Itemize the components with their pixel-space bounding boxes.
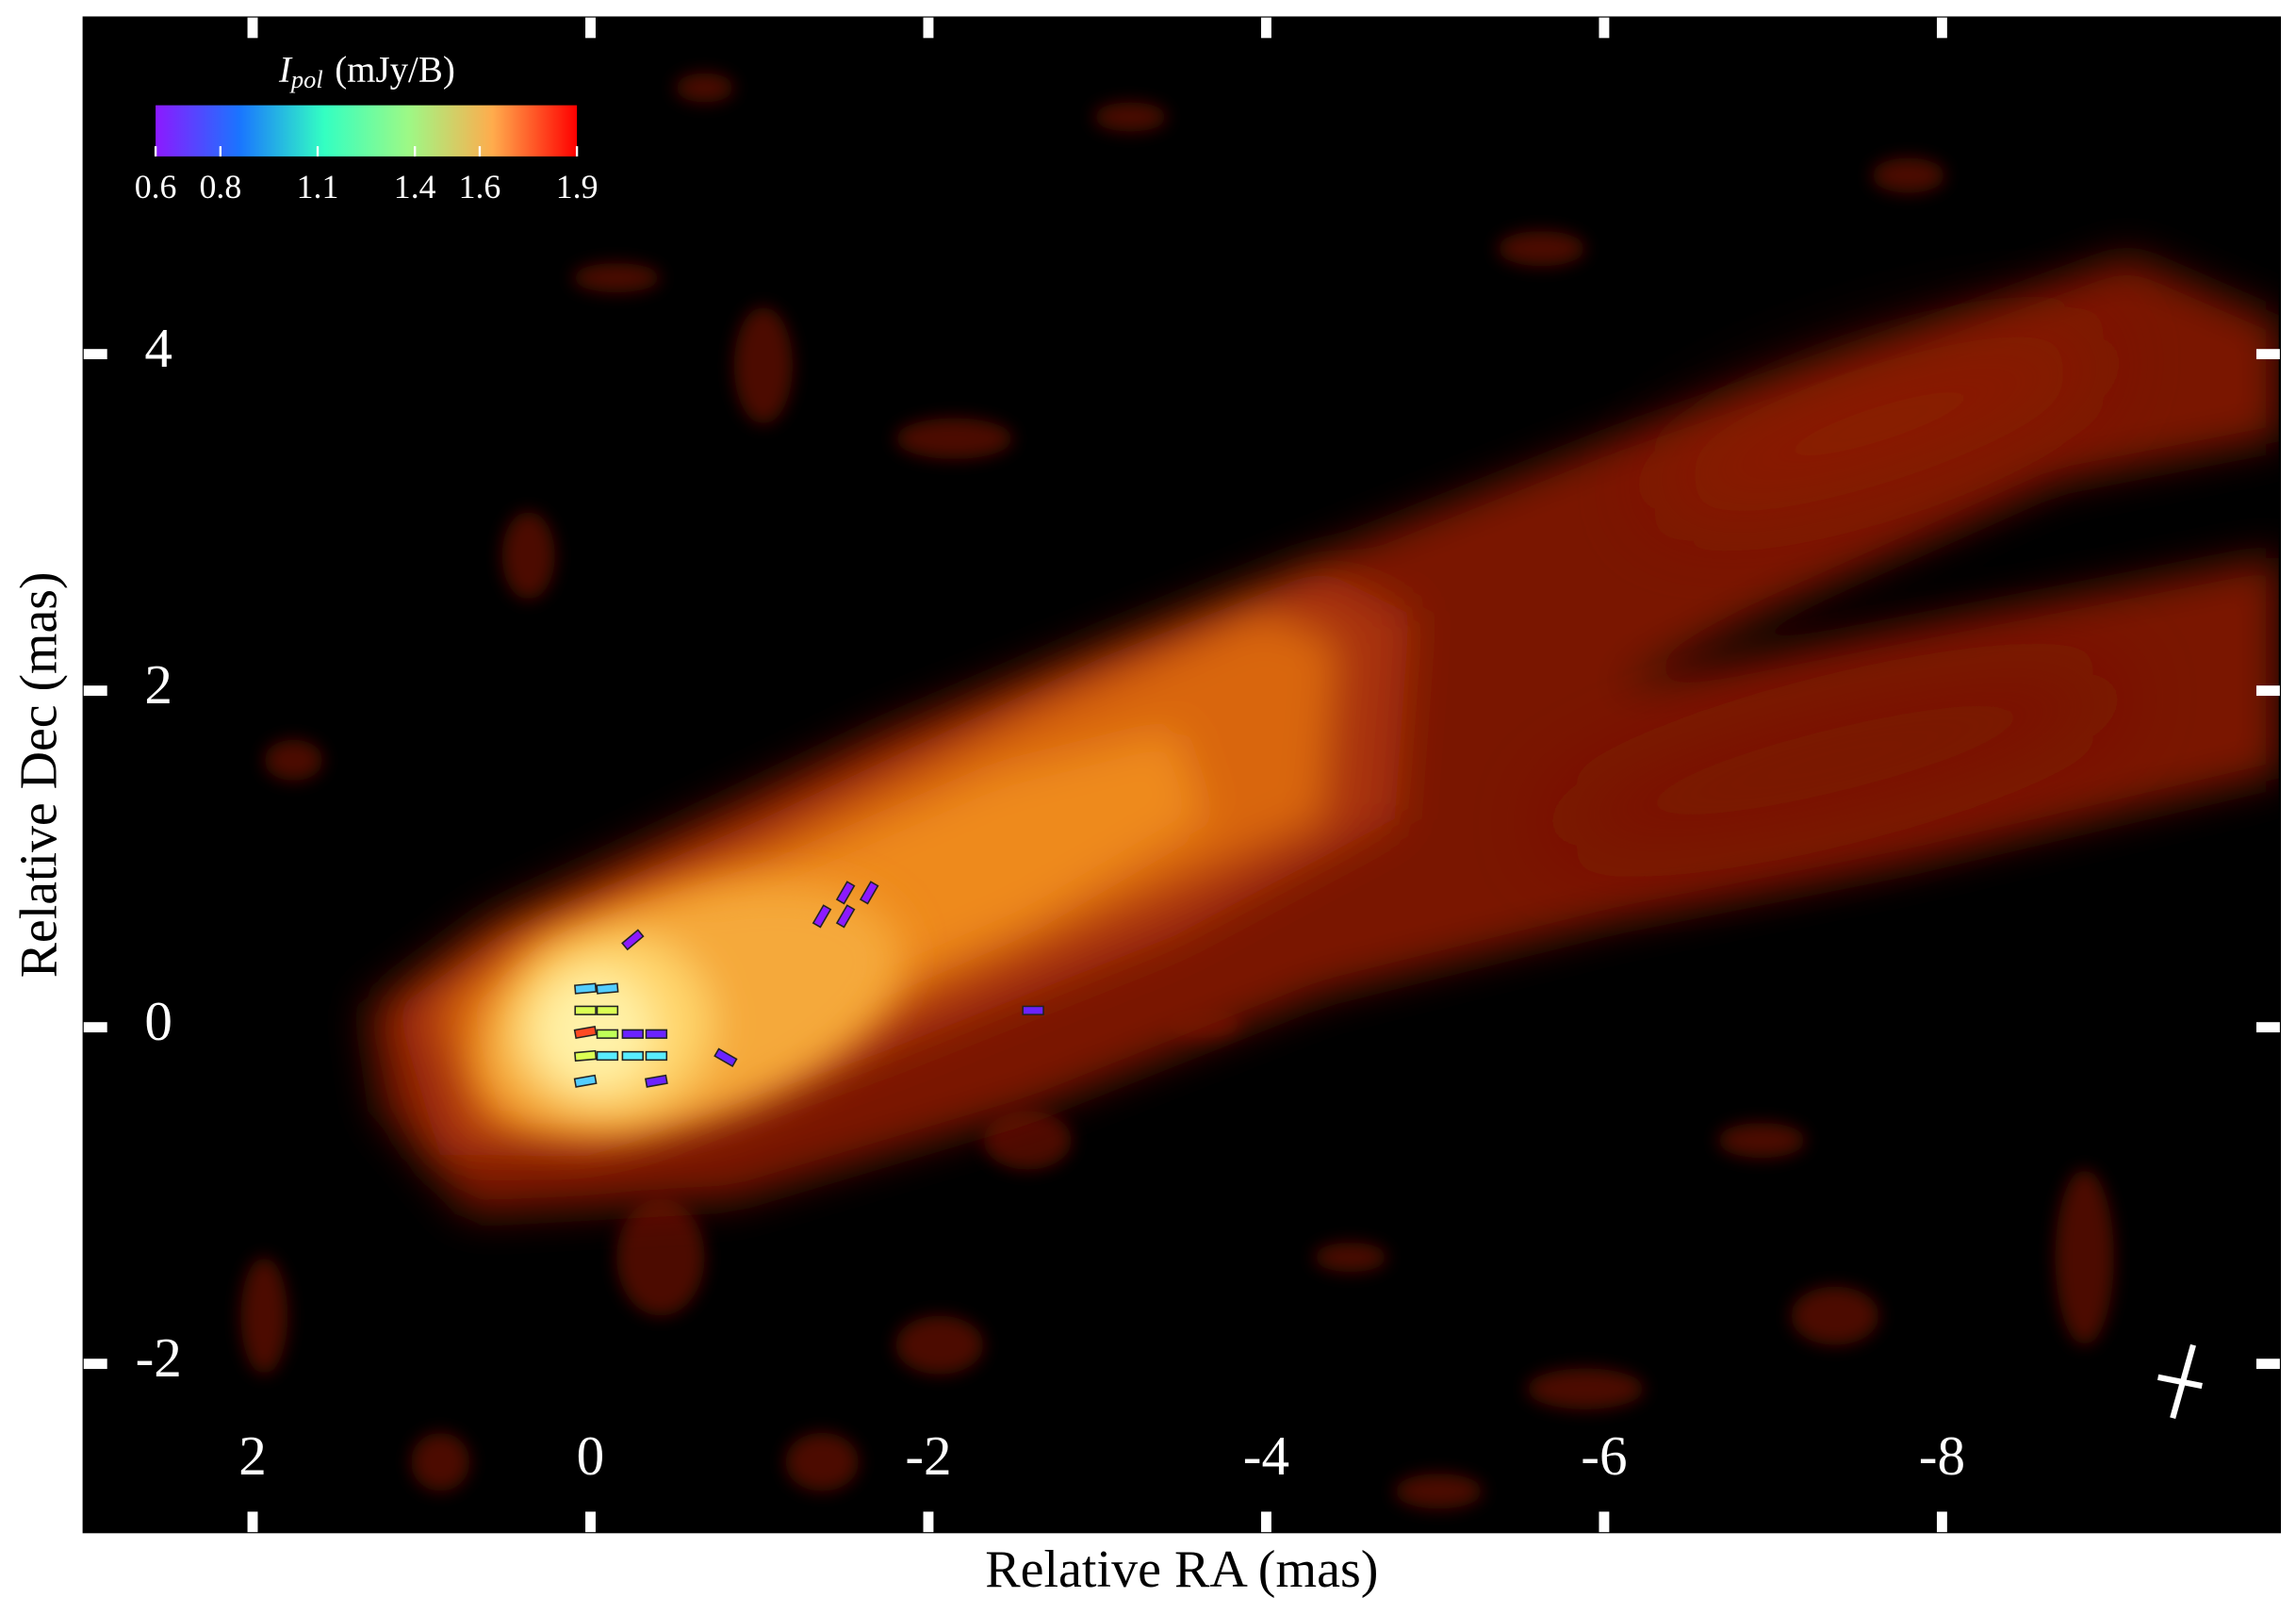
colorbar-tick-label: 0.6 — [135, 168, 177, 206]
image — [83, 17, 2280, 1533]
y-tick-mark — [2255, 685, 2280, 697]
evpa-vector — [1022, 1005, 1044, 1015]
y-tick-label: 0 — [144, 990, 172, 1052]
evpa-vector — [573, 1074, 598, 1088]
x-tick-label: -8 — [1919, 1425, 1965, 1487]
x-tick-label: -6 — [1581, 1425, 1627, 1487]
evpa-vector — [812, 904, 832, 929]
evpa-vector — [645, 1050, 668, 1062]
x-tick-mark — [923, 17, 934, 39]
x-tick-mark — [1260, 17, 1271, 39]
colorbar-tick-label: 1.9 — [556, 168, 599, 206]
colorbar-gradient — [156, 105, 578, 156]
x-tick-mark — [1936, 17, 1947, 39]
evpa-vector — [596, 1029, 619, 1039]
evpa-vector — [574, 1049, 598, 1062]
x-tick-mark — [585, 17, 596, 39]
evpa-vector — [596, 1005, 619, 1015]
evpa-vector — [573, 1025, 598, 1040]
axes: 2 0 -2 -4 -6 -8 -2 0 2 4 — [83, 17, 2280, 1533]
x-tick-mark — [247, 17, 258, 39]
colorbar-symbol: I — [278, 50, 293, 91]
evpa-vector — [835, 904, 856, 929]
x-tick-mark — [1260, 1511, 1271, 1533]
x-tick-label: 2 — [238, 1425, 267, 1487]
evpa-vector — [621, 1050, 644, 1062]
y-tick-mark — [83, 1359, 107, 1370]
y-tick-mark — [2255, 349, 2280, 360]
evpa-vector — [621, 929, 645, 951]
x-tick-label: 0 — [577, 1425, 605, 1487]
x-tick-mark — [923, 1511, 934, 1533]
x-tick-mark — [1936, 1511, 1947, 1533]
colorbar-label: Ipol (mJy/B) — [278, 50, 455, 93]
evpa-vector — [621, 1029, 644, 1039]
evpa-vector — [574, 1005, 597, 1015]
colorbar-unit: (mJy/B) — [335, 50, 455, 91]
y-tick-mark — [83, 1022, 107, 1033]
colorbar-tick-label: 0.8 — [199, 168, 241, 206]
x-tick-mark — [585, 1511, 596, 1533]
evpa-vector — [596, 1050, 619, 1062]
colorbar-tick-label: 1.1 — [297, 168, 339, 206]
colorbar-tick-label: 1.4 — [394, 168, 436, 206]
plot-frame — [82, 16, 2282, 1534]
x-axis-label: Relative RA (mas) — [985, 1540, 1378, 1599]
evpa-vector — [859, 881, 879, 905]
noise — [240, 73, 2114, 1509]
colorbar-tick-label: 1.6 — [459, 168, 501, 206]
evpa-vector — [713, 1047, 738, 1068]
evpa-vector — [574, 982, 598, 995]
jet-glow — [1550, 332, 2121, 851]
y-tick-mark — [83, 685, 107, 697]
colorbar: Ipol (mJy/B) 0.6 0.8 1.1 1.4 1.6 1.9 — [135, 50, 599, 206]
x-tick-mark — [1599, 17, 1610, 39]
y-tick-label: 2 — [144, 653, 172, 716]
evpa-vector — [835, 881, 856, 905]
polarization-vectors — [573, 881, 1044, 1088]
x-tick-label: -4 — [1243, 1425, 1289, 1487]
y-tick-mark — [2255, 1359, 2280, 1370]
y-tick-mark — [83, 349, 107, 360]
x-tick-mark — [247, 1511, 258, 1533]
evpa-vector — [596, 982, 619, 995]
x-tick-mark — [1599, 1511, 1610, 1533]
x-tick-label: -2 — [905, 1425, 951, 1487]
y-tick-label: 4 — [144, 317, 172, 379]
y-axis-label: Relative Dec (mas) — [9, 571, 68, 978]
evpa-vector — [645, 1029, 668, 1039]
y-tick-label: -2 — [136, 1326, 182, 1389]
evpa-vector — [644, 1074, 668, 1088]
colorbar-subscript: pol — [289, 65, 323, 93]
y-tick-mark — [2255, 1022, 2280, 1033]
beam — [2157, 1343, 2203, 1420]
